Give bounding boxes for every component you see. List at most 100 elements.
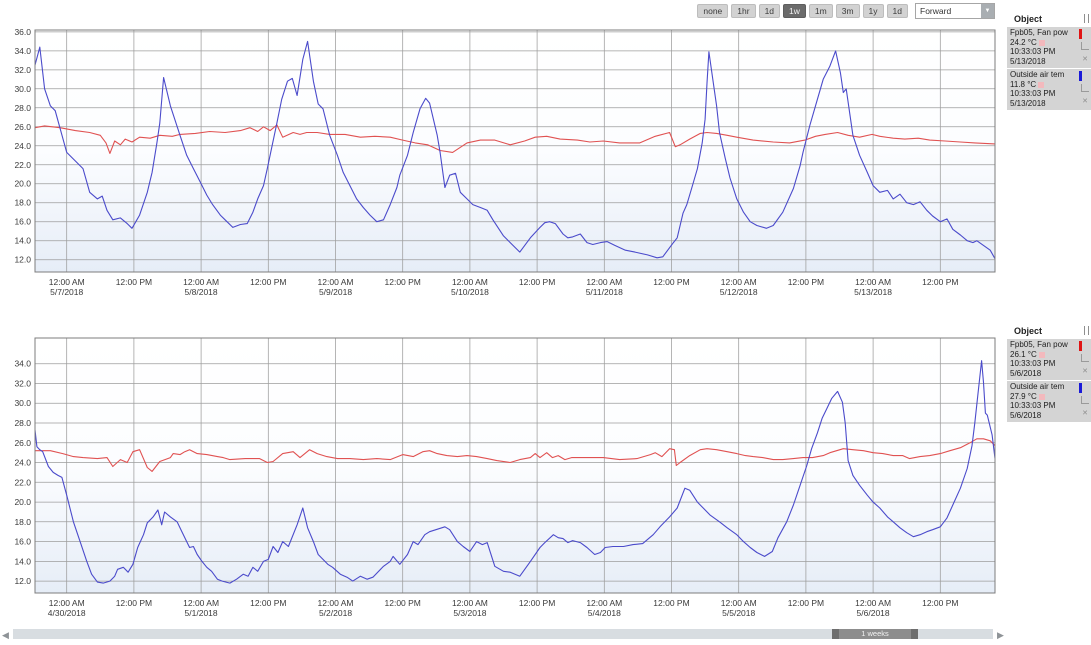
- scroll-right-arrow[interactable]: ▶: [997, 630, 1004, 640]
- series-line-outside-air: [35, 360, 995, 584]
- axis-scale-icon[interactable]: [1081, 84, 1089, 92]
- trend-chart-bottom[interactable]: 12.0 14.0 16.0 18.0 20.0 22.0 24.0 26.0 28.0 30.0…: [0, 310, 1002, 628]
- legend-series-date: 5/6/2018: [1010, 368, 1042, 378]
- y-axis-tick-label: 20.0: [14, 497, 31, 507]
- legend-item-fan-power[interactable]: Fpb05, Fan pow 24.2 °C 10:33:03 PM 5/13/201…: [1007, 27, 1091, 68]
- range-button-1m-4[interactable]: 1m: [808, 4, 833, 18]
- scrollbar-track[interactable]: 1 weeks: [13, 629, 993, 639]
- legend-resize-handle[interactable]: [1084, 14, 1085, 23]
- series-line-fan-power: [35, 438, 995, 472]
- x-axis-tick-date: 5/8/2018: [185, 287, 218, 297]
- y-axis-tick-label: 24.0: [14, 141, 31, 151]
- legend-item-outside-air[interactable]: Outside air tem 27.9 °C 10:33:03 PM 5/6/201…: [1007, 381, 1091, 422]
- x-axis-tick-time: 12:00 AM: [318, 598, 354, 608]
- legend-series-value: 26.1 °C: [1010, 350, 1075, 360]
- y-axis-tick-label: 30.0: [14, 398, 31, 408]
- axis-scale-icon[interactable]: [1081, 396, 1089, 404]
- x-axis-tick-time: 12:00 AM: [586, 277, 622, 287]
- remove-series-icon[interactable]: ✕: [1082, 98, 1088, 105]
- legend-resize-handle[interactable]: [1088, 326, 1089, 335]
- legend-series-time: 10:33:03 PM: [1010, 89, 1056, 98]
- x-axis-tick-time: 12:00 AM: [49, 277, 85, 287]
- time-scrollbar: ◀ 1 weeks ▶: [0, 628, 1091, 642]
- y-axis-tick-label: 12.0: [14, 255, 31, 265]
- direction-dropdown[interactable]: Forward ▼: [915, 3, 995, 19]
- y-axis-tick-label: 30.0: [14, 84, 31, 94]
- y-axis-tick-label: 32.0: [14, 379, 31, 389]
- legend-item-list: Fpb05, Fan pow 24.2 °C 10:33:03 PM 5/13/201…: [1007, 27, 1091, 110]
- x-axis-tick-time: 12:00 PM: [519, 277, 555, 287]
- series-color-swatch: [1079, 341, 1082, 351]
- range-button-1y-6[interactable]: 1y: [862, 4, 884, 18]
- scrollbar-thumb[interactable]: 1 weeks: [832, 629, 918, 639]
- remove-series-icon[interactable]: ✕: [1082, 410, 1088, 417]
- range-button-1d-2[interactable]: 1d: [758, 4, 781, 18]
- plot-area[interactable]: [35, 30, 995, 272]
- axis-scale-icon[interactable]: [1081, 354, 1089, 362]
- legend-series-date: 5/13/2018: [1010, 56, 1046, 66]
- legend-resize-handle[interactable]: [1088, 14, 1089, 23]
- chevron-down-icon[interactable]: ▼: [981, 4, 994, 18]
- y-axis-tick-label: 28.0: [14, 103, 31, 113]
- y-axis-tick-label: 22.0: [14, 160, 31, 170]
- y-axis-tick-label: 36.0: [14, 27, 31, 37]
- x-axis-tick-time: 12:00 PM: [519, 598, 555, 608]
- legend-item-fan-power[interactable]: Fpb05, Fan pow 26.1 °C 10:33:03 PM 5/6/2018…: [1007, 339, 1091, 380]
- thumb-right-grip[interactable]: [911, 629, 918, 639]
- y-axis-tick-label: 14.0: [14, 556, 31, 566]
- range-button-none-0[interactable]: none: [697, 4, 729, 18]
- legend-series-time: 10:33:03 PM: [1010, 359, 1056, 368]
- plot-border: [34, 337, 996, 594]
- x-axis-tick-time: 12:00 AM: [855, 277, 891, 287]
- legend-header: Object: [1007, 324, 1091, 339]
- x-axis-tick-time: 12:00 PM: [116, 277, 152, 287]
- time-range-toolbar: none 1hr 1d 1w 1m 3m 1y 1d Forward ▼: [697, 3, 995, 19]
- legend-series-date: 5/13/2018: [1010, 98, 1046, 108]
- series-line-outside-air: [35, 40, 995, 259]
- plot-area[interactable]: [35, 338, 995, 593]
- legend-series-time: 10:33:03 PM: [1010, 401, 1056, 410]
- x-axis-tick-time: 12:00 PM: [250, 598, 286, 608]
- value-highlight-swatch: [1038, 39, 1045, 46]
- range-button-1d-7[interactable]: 1d: [886, 4, 908, 18]
- legend-item-outside-air[interactable]: Outside air tem 11.8 °C 10:33:03 PM 5/13/20…: [1007, 69, 1091, 110]
- range-button-1hr-1[interactable]: 1hr: [731, 4, 756, 18]
- x-axis-tick-time: 12:00 PM: [788, 277, 824, 287]
- x-axis-tick-time: 12:00 PM: [922, 277, 958, 287]
- x-axis-tick-time: 12:00 AM: [452, 277, 488, 287]
- x-axis-tick-date: 5/13/2018: [854, 287, 892, 297]
- y-axis-tick-label: 16.0: [14, 217, 31, 227]
- range-button-1w-3[interactable]: 1w: [783, 4, 806, 18]
- x-axis-tick-date: 5/9/2018: [319, 287, 352, 297]
- x-axis-tick-date: 5/5/2018: [722, 608, 755, 618]
- range-button-3m-5[interactable]: 3m: [835, 4, 860, 18]
- plot-border: [34, 29, 996, 273]
- range-button-group: none 1hr 1d 1w 1m 3m 1y 1d: [697, 4, 908, 18]
- series-color-swatch: [1079, 383, 1082, 393]
- y-axis-tick-label: 22.0: [14, 477, 31, 487]
- trend-chart-top[interactable]: 12.0 14.0 16.0 18.0 20.0 22.0 24.0 26.0 28.0 30.0…: [0, 0, 1002, 312]
- x-axis-tick-time: 12:00 PM: [788, 598, 824, 608]
- value-highlight-swatch: [1038, 351, 1045, 358]
- remove-series-icon[interactable]: ✕: [1082, 56, 1088, 63]
- x-axis-tick-date: 5/7/2018: [50, 287, 83, 297]
- series-color-swatch: [1079, 71, 1082, 81]
- x-axis-tick-time: 12:00 AM: [183, 598, 219, 608]
- legend-item-list: Fpb05, Fan pow 26.1 °C 10:33:03 PM 5/6/2018…: [1007, 339, 1091, 422]
- series-color-swatch: [1079, 29, 1082, 39]
- y-axis-tick-label: 18.0: [14, 198, 31, 208]
- x-axis-tick-time: 12:00 AM: [721, 598, 757, 608]
- y-axis-tick-label: 24.0: [14, 458, 31, 468]
- x-axis-tick-time: 12:00 PM: [653, 277, 689, 287]
- thumb-label: 1 weeks: [861, 629, 889, 638]
- thumb-left-grip[interactable]: [832, 629, 839, 639]
- remove-series-icon[interactable]: ✕: [1082, 368, 1088, 375]
- x-axis-tick-date: 5/3/2018: [453, 608, 486, 618]
- legend-resize-handle[interactable]: [1084, 326, 1085, 335]
- y-axis-tick-label: 18.0: [14, 517, 31, 527]
- axis-scale-icon[interactable]: [1081, 42, 1089, 50]
- x-axis-tick-time: 12:00 AM: [855, 598, 891, 608]
- x-axis-tick-time: 12:00 AM: [452, 598, 488, 608]
- scroll-left-arrow[interactable]: ◀: [2, 630, 9, 640]
